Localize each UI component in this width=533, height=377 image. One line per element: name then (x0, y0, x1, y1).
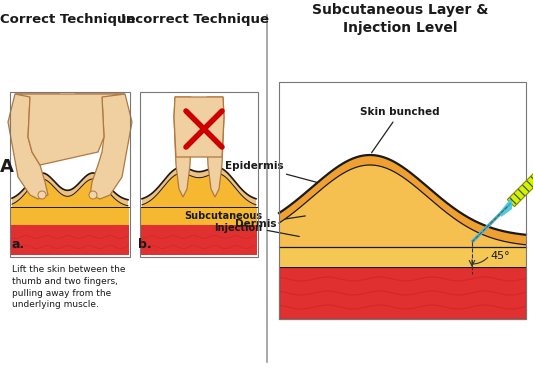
Polygon shape (12, 179, 128, 207)
Circle shape (89, 191, 97, 199)
Text: Subcutaneous Layer &
Injection Level: Subcutaneous Layer & Injection Level (312, 3, 488, 35)
Text: Lift the skin between the
thumb and two fingers,
pulling away from the
underlyin: Lift the skin between the thumb and two … (12, 265, 125, 310)
Bar (140, 92, 258, 257)
Polygon shape (8, 94, 60, 199)
Polygon shape (12, 173, 128, 206)
Polygon shape (279, 165, 526, 247)
Polygon shape (507, 157, 533, 207)
Bar (279, 267, 526, 319)
Bar (141, 207, 257, 225)
Text: Incorrect Technique: Incorrect Technique (121, 12, 269, 26)
Text: Skin bunched: Skin bunched (360, 107, 440, 153)
Text: b.: b. (138, 239, 151, 251)
Polygon shape (142, 167, 256, 205)
Bar (279, 267, 526, 319)
Bar (141, 207, 257, 225)
Polygon shape (279, 155, 526, 245)
Text: Subcutaneous
Injection: Subcutaneous Injection (184, 211, 299, 236)
Text: Dermis: Dermis (235, 216, 305, 228)
Bar (279, 82, 526, 319)
Polygon shape (206, 97, 224, 197)
Polygon shape (15, 94, 125, 165)
Circle shape (38, 191, 46, 199)
Text: 45°: 45° (490, 251, 510, 261)
Polygon shape (75, 94, 132, 199)
Bar (11, 207, 129, 225)
Text: Correct Technique: Correct Technique (0, 12, 136, 26)
Text: Epidermis: Epidermis (225, 161, 319, 183)
Polygon shape (142, 173, 256, 207)
Polygon shape (174, 97, 224, 157)
Polygon shape (174, 97, 192, 197)
Bar (10, 92, 130, 257)
Text: a.: a. (12, 239, 25, 251)
Bar (11, 207, 129, 225)
Bar (11, 225, 129, 255)
Bar (141, 225, 257, 255)
Bar (141, 225, 257, 255)
Bar (279, 247, 526, 267)
Bar (279, 247, 526, 267)
Text: A: A (0, 158, 14, 176)
Bar (11, 225, 129, 255)
